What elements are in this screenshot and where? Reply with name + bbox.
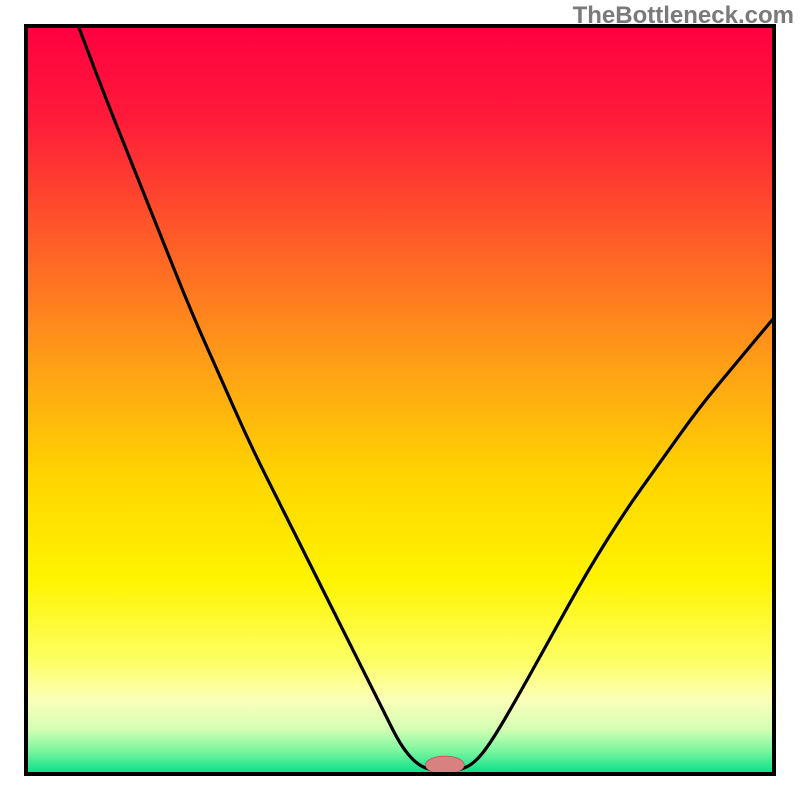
optimal-marker xyxy=(425,756,464,774)
attribution-label: TheBottleneck.com xyxy=(573,2,794,30)
gradient-background xyxy=(26,26,774,774)
bottleneck-chart xyxy=(0,0,800,800)
bottleneck-chart-container: TheBottleneck.com xyxy=(0,0,800,800)
